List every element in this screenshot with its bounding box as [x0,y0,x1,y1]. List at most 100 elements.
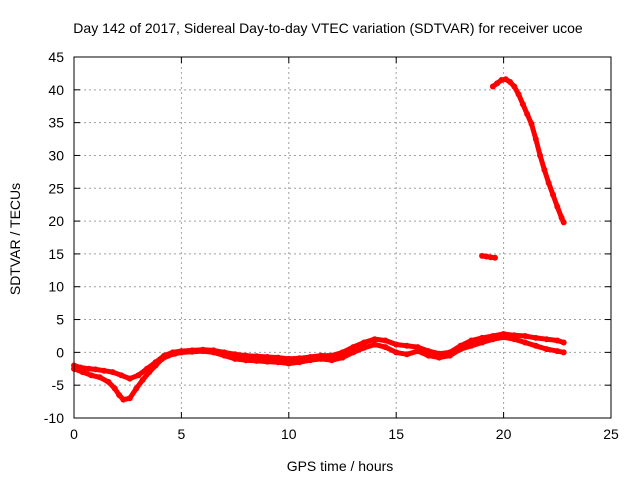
data-point [86,365,92,372]
data-point [79,369,86,376]
data-point [492,254,498,261]
y-tick-label: 40 [48,82,64,98]
data-point [371,336,378,343]
data-point [468,342,475,349]
data-point [361,344,367,351]
data-point [537,152,544,159]
series-3 [489,76,567,226]
data-point [528,120,535,127]
data-point [253,357,260,364]
data-point [152,362,159,369]
data-point [545,180,552,186]
y-tick-label: 30 [48,147,64,163]
y-tick-label: 0 [56,344,64,360]
data-point [554,337,561,344]
data-point [425,352,432,359]
data-point [242,352,249,359]
data-point [489,83,496,90]
data-series [71,76,567,403]
x-tick-label: 25 [603,426,619,442]
data-point [96,374,103,381]
data-point [494,80,501,87]
data-point [139,376,146,383]
data-point [519,101,526,108]
data-point [382,337,389,344]
data-point [479,339,486,346]
data-point [502,76,509,83]
y-tick-label: 25 [48,180,64,196]
chart-title: Day 142 of 2017, Sidereal Day-to-day VTE… [73,20,583,36]
data-point [120,396,127,403]
data-point [350,349,357,356]
data-point [446,352,453,359]
data-point [328,352,335,359]
data-point [101,367,108,374]
data-point [543,336,550,343]
data-point [307,357,314,364]
data-point [393,349,400,356]
data-point [511,83,518,90]
data-point [543,346,550,353]
series-2 [479,252,498,261]
data-point [172,350,178,357]
data-point [133,385,140,392]
data-point [541,166,548,173]
data-point [532,136,539,142]
y-tick-label: 15 [48,246,64,262]
data-point [210,349,217,356]
data-point [178,349,185,356]
data-point [403,351,410,358]
x-tick-label: 20 [496,426,512,442]
data-point [232,355,239,362]
y-tick-label: 5 [56,312,64,328]
data-point [189,348,196,355]
data-point [500,334,507,341]
data-point [414,348,421,355]
x-tick-label: 15 [388,426,404,442]
data-point [105,378,112,385]
data-point [109,369,116,376]
data-point [296,359,303,366]
data-point [515,91,522,98]
data-point [468,337,475,344]
series-1 [71,334,567,403]
data-point [382,344,389,351]
y-tick-label: -5 [52,377,65,393]
data-point [479,334,486,341]
x-tick-label: 5 [178,426,186,442]
data-point [457,346,464,353]
data-point [361,339,367,346]
data-point [118,372,125,379]
data-point [116,392,123,398]
data-point [436,354,443,361]
series-line [490,76,567,225]
y-tick-label: 35 [48,115,64,131]
data-point [111,385,118,392]
data-point [339,354,346,361]
data-point [560,349,567,356]
data-point [532,334,539,341]
data-point [126,395,133,402]
data-point [522,333,529,339]
y-tick-label: 45 [48,49,64,65]
data-point [403,342,410,349]
x-tick-label: 0 [70,426,78,442]
data-point [560,339,567,346]
data-point [199,348,206,355]
y-tick-label: -10 [44,410,64,426]
data-point [511,336,518,343]
data-point [285,355,292,362]
data-point [507,78,513,85]
data-point [318,355,324,362]
data-point [126,375,133,382]
data-point [371,341,378,348]
y-tick-label: 10 [48,279,64,295]
data-point [135,372,142,379]
x-tick-label: 10 [281,426,297,442]
data-point [92,366,99,373]
data-point [393,341,400,348]
data-point [285,360,292,367]
data-point [146,369,153,376]
data-point [165,352,172,359]
